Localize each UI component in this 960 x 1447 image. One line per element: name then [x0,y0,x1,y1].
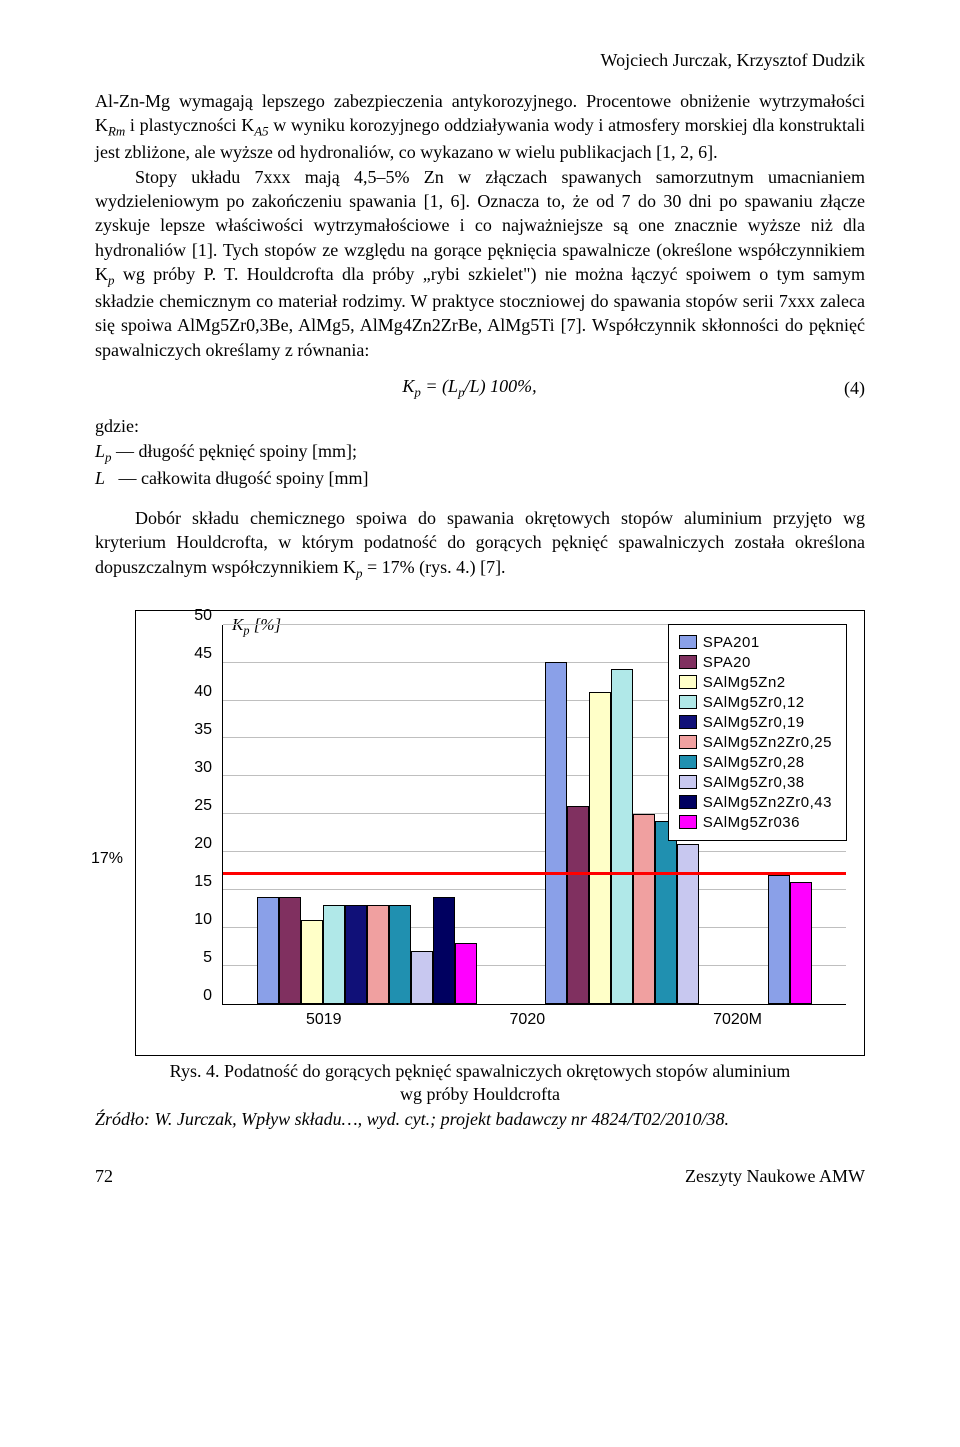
legend-item: SPA201 [679,634,832,651]
where-label: gdzie: [95,414,865,438]
bar [455,943,477,1004]
legend-label: SPA20 [703,654,751,671]
legend-item: SAlMg5Zn2Zr0,43 [679,794,832,811]
figure-caption: Rys. 4. Podatność do gorących pęknięć sp… [95,1060,865,1107]
bar [768,875,790,1004]
caption-line2: wg próby Houldcrofta [400,1084,560,1104]
x-axis-labels: 5019 7020 7020M [222,1011,846,1029]
legend-label: SAlMg5Zr0,28 [703,754,805,771]
bar [790,882,812,1004]
legend-label: SAlMg5Zr0,19 [703,714,805,731]
y-axis: 50454035302520151050 [160,625,216,1005]
para1-mid1: i plastyczności K [125,115,254,135]
legend-swatch [679,815,697,829]
para1-sub2: A5 [254,124,268,139]
x-tick-label: 7020 [510,1011,546,1029]
legend-item: SAlMg5Zn2 [679,674,832,691]
where-block: gdzie: Lp — długość pęknięć spoiny [mm];… [95,414,865,490]
equation-number: (4) [844,378,865,399]
para3-b: = 17% (rys. 4.) [7]. [362,557,505,577]
legend-item: SPA20 [679,654,832,671]
legend-label: SAlMg5Zn2Zr0,43 [703,794,832,811]
legend-item: SAlMg5Zr0,12 [679,694,832,711]
page-number: 72 [95,1166,113,1187]
legend-swatch [679,675,697,689]
equation: Kp = (Lp/L) 100%, [95,376,844,401]
legend-swatch [679,715,697,729]
legend-swatch [679,655,697,669]
plot-area: SPA201 SPA20 SAlMg5Zn2 SAlMg5Zr0,12 SAlMg5Zr… [222,625,846,1005]
legend-item: SAlMg5Zr0,19 [679,714,832,731]
legend-swatch [679,795,697,809]
authors-header: Wojciech Jurczak, Krzysztof Dudzik [95,50,865,71]
legend-label: SAlMg5Zn2 [703,674,786,691]
legend-label: SAlMg5Zr0,38 [703,774,805,791]
legend-label: SAlMg5Zn2Zr0,25 [703,734,832,751]
legend-swatch [679,755,697,769]
bar [323,905,345,1004]
figure-source: Źródło: W. Jurczak, Wpływ składu…, wyd. … [95,1109,865,1130]
legend-label: SAlMg5Zr036 [703,814,800,831]
para2-mid1: wg próby P. T. Houldcrofta dla próby „ry… [95,264,865,360]
legend-item: SAlMg5Zr0,28 [679,754,832,771]
caption-line1: Rys. 4. Podatność do gorących pęknięć sp… [170,1061,791,1081]
threshold-label: 17% [91,850,123,868]
legend: SPA201 SPA20 SAlMg5Zn2 SAlMg5Zr0,12 SAlMg5Zr… [668,624,847,841]
bar-group [257,897,477,1003]
equation-row: Kp = (Lp/L) 100%, (4) [95,376,865,401]
journal-name: Zeszyty Naukowe AMW [685,1166,865,1187]
legend-swatch [679,775,697,789]
legend-swatch [679,635,697,649]
bar [545,662,567,1004]
legend-label: SPA201 [703,634,760,651]
bar [345,905,367,1004]
bar [677,844,699,1004]
bar [301,920,323,1004]
bar [367,905,389,1004]
bar [411,951,433,1004]
x-tick-label: 7020M [713,1011,762,1029]
legend-label: SAlMg5Zr0,12 [703,694,805,711]
legend-item: SAlMg5Zr0,38 [679,774,832,791]
bar [633,814,655,1004]
x-tick-label: 5019 [306,1011,342,1029]
bar [655,821,677,1003]
legend-item: SAlMg5Zn2Zr0,25 [679,734,832,751]
bar-group [768,875,812,1004]
chart-frame: Kp [%] 50454035302520151050 SPA201SPA20S… [135,610,865,1056]
legend-item: SAlMg5Zr036 [679,814,832,831]
page-footer: 72 Zeszyty Naukowe AMW [95,1166,865,1187]
bar [611,669,633,1003]
bar [567,806,589,1004]
bar [279,897,301,1003]
legend-swatch [679,695,697,709]
body-text: Al-Zn-Mg wymagają lepszego zabezpieczeni… [95,89,865,362]
legend-swatch [679,735,697,749]
bar [257,897,279,1003]
para3: Dobór składu chemicznego spoiwa do spawa… [95,506,865,582]
para1-sub1: Rm [108,124,125,139]
bar [433,897,455,1003]
bar [589,692,611,1004]
bar [389,905,411,1004]
